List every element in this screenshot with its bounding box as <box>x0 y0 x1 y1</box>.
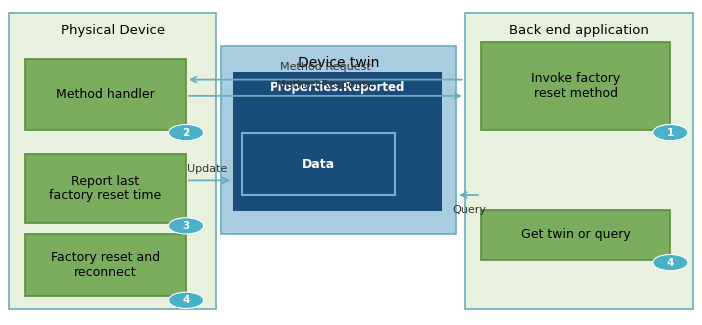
Text: Physical Device: Physical Device <box>60 24 165 37</box>
Text: 3: 3 <box>183 221 190 231</box>
Text: 4: 4 <box>183 295 190 305</box>
Text: Invoke factory
reset method: Invoke factory reset method <box>531 72 621 100</box>
FancyBboxPatch shape <box>25 154 186 223</box>
Circle shape <box>168 218 204 234</box>
Text: Query: Query <box>452 205 486 214</box>
Text: Factory reset and
reconnect: Factory reset and reconnect <box>51 251 160 279</box>
FancyBboxPatch shape <box>465 13 693 309</box>
Text: 2: 2 <box>183 128 190 137</box>
Circle shape <box>653 124 688 141</box>
Text: Device twin: Device twin <box>298 56 379 71</box>
Text: 1: 1 <box>667 128 674 137</box>
Text: Get twin or query: Get twin or query <box>521 228 630 241</box>
FancyBboxPatch shape <box>221 46 456 234</box>
Circle shape <box>653 254 688 271</box>
Text: 4: 4 <box>667 258 674 267</box>
Text: Method handler: Method handler <box>56 88 154 101</box>
Text: Data: Data <box>302 158 336 171</box>
FancyBboxPatch shape <box>9 13 216 309</box>
Circle shape <box>168 124 204 141</box>
FancyBboxPatch shape <box>25 234 186 296</box>
FancyBboxPatch shape <box>481 42 670 130</box>
Text: Update: Update <box>187 164 227 174</box>
Text: Method Request: Method Request <box>279 62 371 72</box>
Text: Properties.Reported: Properties.Reported <box>270 81 405 94</box>
Text: Method Response: Method Response <box>276 80 374 89</box>
Text: Back end application: Back end application <box>509 24 649 37</box>
Text: Report last
factory reset time: Report last factory reset time <box>49 175 161 202</box>
FancyBboxPatch shape <box>242 133 395 195</box>
FancyBboxPatch shape <box>233 72 442 211</box>
FancyBboxPatch shape <box>25 58 186 130</box>
FancyBboxPatch shape <box>481 210 670 260</box>
Circle shape <box>168 292 204 308</box>
